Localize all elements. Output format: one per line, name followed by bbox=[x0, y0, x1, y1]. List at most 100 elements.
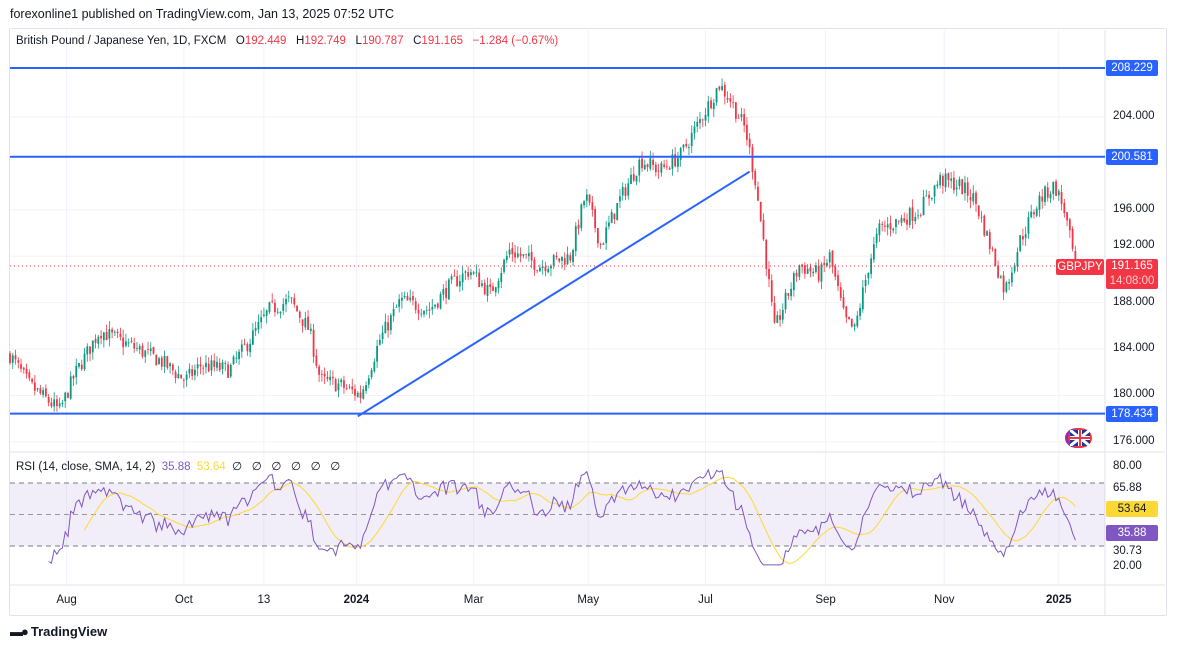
candle-body bbox=[323, 373, 326, 377]
price-axis-label: 192.000 bbox=[1113, 239, 1155, 252]
candle-body bbox=[392, 308, 395, 317]
candle-body bbox=[688, 147, 690, 148]
rsi-axis-label: 65.88 bbox=[1113, 482, 1142, 495]
candle-body bbox=[878, 223, 881, 235]
candle-body bbox=[282, 303, 285, 311]
candle-body bbox=[384, 321, 387, 334]
candle-body bbox=[660, 163, 663, 173]
candle-body bbox=[870, 258, 873, 275]
candle-body bbox=[14, 355, 17, 360]
candle-body bbox=[174, 371, 177, 379]
candle-body bbox=[163, 355, 166, 367]
candle-body bbox=[489, 284, 492, 288]
candle-body bbox=[511, 247, 514, 255]
candle-body bbox=[274, 302, 276, 313]
candle-body bbox=[381, 332, 384, 340]
candle-body bbox=[33, 382, 36, 391]
candle-body bbox=[122, 337, 125, 348]
candle-body bbox=[279, 311, 282, 314]
candle-body bbox=[235, 357, 238, 359]
candle-body bbox=[795, 272, 798, 277]
candle-body bbox=[296, 305, 298, 312]
candle-body bbox=[1071, 228, 1074, 249]
candle-body bbox=[911, 207, 914, 221]
candle-body bbox=[428, 309, 431, 311]
symbol-name: British Pound / Japanese Yen, 1D, FXCM bbox=[16, 35, 227, 47]
candle-body bbox=[930, 197, 933, 199]
candle-body bbox=[1022, 236, 1024, 240]
candle-body bbox=[834, 266, 837, 277]
candle-body bbox=[527, 253, 530, 257]
candle-body bbox=[185, 374, 188, 380]
candle-body bbox=[1008, 281, 1011, 284]
price-axis-label: 180.000 bbox=[1113, 388, 1155, 401]
candle-body bbox=[621, 186, 624, 196]
candle-body bbox=[47, 397, 50, 403]
candle-body bbox=[249, 343, 252, 353]
candle-body bbox=[362, 389, 365, 399]
candle-body bbox=[583, 201, 585, 206]
time-axis-label: Mar bbox=[463, 594, 484, 606]
candle-body bbox=[881, 224, 884, 226]
candle-body bbox=[276, 311, 279, 313]
uk-flag-icon[interactable] bbox=[1068, 428, 1092, 448]
candle-body bbox=[872, 244, 875, 260]
candle-body bbox=[373, 361, 376, 372]
candle-body bbox=[1030, 211, 1033, 218]
empty-value: ∅ bbox=[251, 461, 262, 473]
candle-body bbox=[395, 306, 398, 308]
candle-body bbox=[826, 262, 828, 266]
candle-body bbox=[133, 343, 136, 349]
candle-body bbox=[837, 275, 839, 287]
candle-body bbox=[486, 284, 489, 296]
rsi-sma-tag: 53.64 bbox=[1106, 501, 1158, 517]
candle-body bbox=[900, 218, 903, 223]
candle-body bbox=[751, 147, 754, 172]
candle-body bbox=[596, 227, 599, 244]
candle-body bbox=[1049, 193, 1052, 199]
candle-body bbox=[845, 306, 848, 318]
time-axis-label: Oct bbox=[174, 594, 193, 606]
publisher-line: forexonline1 published on TradingView.co… bbox=[10, 7, 395, 21]
candle-body bbox=[886, 224, 889, 228]
candle-body bbox=[994, 248, 997, 266]
level-price-tag: 208.229 bbox=[1106, 60, 1158, 76]
candle-body bbox=[86, 346, 89, 355]
candle-body bbox=[580, 204, 583, 229]
candle-body bbox=[265, 310, 268, 316]
candle-body bbox=[439, 293, 442, 309]
candle-body bbox=[522, 254, 525, 256]
candle-body bbox=[958, 179, 961, 187]
candle-body bbox=[25, 368, 28, 374]
candle-body bbox=[75, 365, 78, 378]
candle-body bbox=[472, 272, 475, 274]
candle-body bbox=[224, 363, 227, 364]
candle-body bbox=[980, 216, 983, 218]
candle-body bbox=[138, 346, 141, 350]
candle-body bbox=[674, 154, 677, 167]
candle-body bbox=[944, 173, 947, 188]
candle-body bbox=[497, 281, 500, 289]
candle-body bbox=[610, 212, 613, 223]
candle-body bbox=[1060, 192, 1063, 204]
candle-body bbox=[585, 194, 588, 201]
candle-body bbox=[72, 376, 75, 379]
rsi-tag: 35.88 bbox=[1106, 525, 1158, 541]
candle-body bbox=[770, 280, 773, 302]
rsi-line bbox=[48, 468, 1076, 566]
candle-body bbox=[177, 373, 180, 379]
candle-body bbox=[461, 273, 464, 283]
candle-body bbox=[1063, 203, 1066, 214]
candle-body bbox=[343, 380, 345, 388]
candle-body bbox=[953, 177, 955, 191]
candle-body bbox=[423, 310, 425, 315]
candle-body bbox=[975, 192, 977, 204]
candle-body bbox=[213, 360, 216, 367]
time-axis-label: 2024 bbox=[343, 594, 370, 606]
candle-body bbox=[345, 388, 348, 389]
candle-body bbox=[677, 158, 679, 167]
candle-body bbox=[1052, 181, 1055, 195]
tradingview-logo[interactable]: ▬● TradingView bbox=[10, 624, 107, 639]
candle-body bbox=[97, 336, 100, 344]
